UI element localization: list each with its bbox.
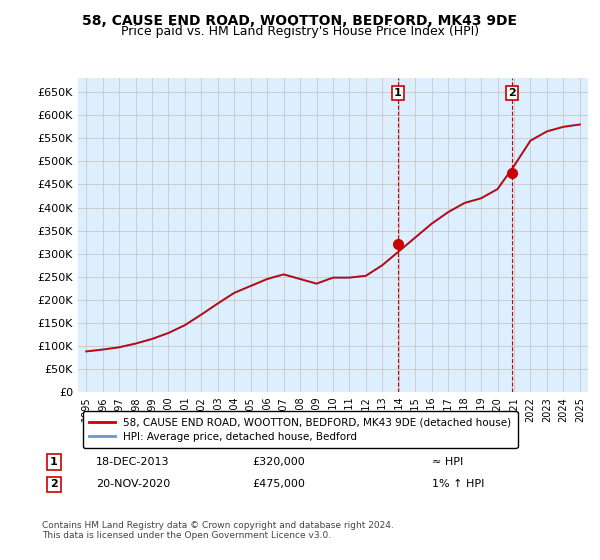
Text: £320,000: £320,000 <box>252 457 305 467</box>
Text: 2: 2 <box>50 479 58 489</box>
Legend: 58, CAUSE END ROAD, WOOTTON, BEDFORD, MK43 9DE (detached house), HPI: Average pr: 58, CAUSE END ROAD, WOOTTON, BEDFORD, MK… <box>83 411 517 448</box>
Text: Price paid vs. HM Land Registry's House Price Index (HPI): Price paid vs. HM Land Registry's House … <box>121 25 479 38</box>
Text: 20-NOV-2020: 20-NOV-2020 <box>96 479 170 489</box>
Text: 18-DEC-2013: 18-DEC-2013 <box>96 457 170 467</box>
Text: 58, CAUSE END ROAD, WOOTTON, BEDFORD, MK43 9DE: 58, CAUSE END ROAD, WOOTTON, BEDFORD, MK… <box>83 14 517 28</box>
Text: 1% ↑ HPI: 1% ↑ HPI <box>432 479 484 489</box>
Text: ≈ HPI: ≈ HPI <box>432 457 463 467</box>
Text: 2: 2 <box>508 88 516 98</box>
Text: 1: 1 <box>50 457 58 467</box>
Text: Contains HM Land Registry data © Crown copyright and database right 2024.
This d: Contains HM Land Registry data © Crown c… <box>42 521 394 540</box>
Text: £475,000: £475,000 <box>252 479 305 489</box>
Text: 1: 1 <box>394 88 402 98</box>
